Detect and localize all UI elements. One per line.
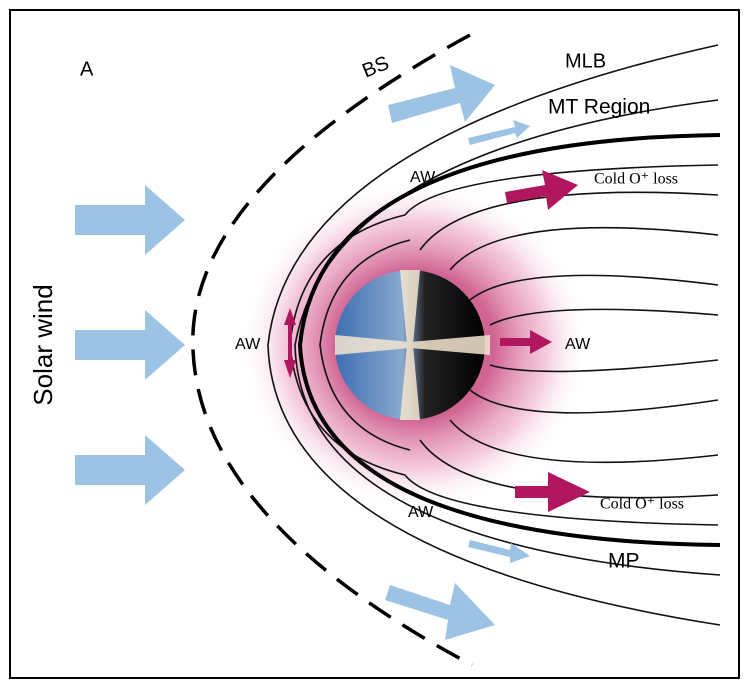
mt-region-label: MT Region <box>548 96 650 119</box>
cold-loss-label: Cold O⁺ loss <box>600 496 684 513</box>
aw-label: AW <box>235 336 261 353</box>
bs-label: BS <box>359 52 392 82</box>
diagram: A BS MLB MT Region Solar wind MP AW AW A… <box>0 0 749 688</box>
aw-label: AW <box>410 169 436 186</box>
aw-label: AW <box>565 336 591 353</box>
cold-loss-label: Cold O⁺ loss <box>594 171 678 188</box>
aw-label: AW <box>408 504 434 521</box>
solar-wind-label: Solar wind <box>28 284 58 405</box>
panel-label: A <box>80 58 94 80</box>
mlb-label: MLB <box>565 50 606 72</box>
mp-label: MP <box>608 550 640 573</box>
